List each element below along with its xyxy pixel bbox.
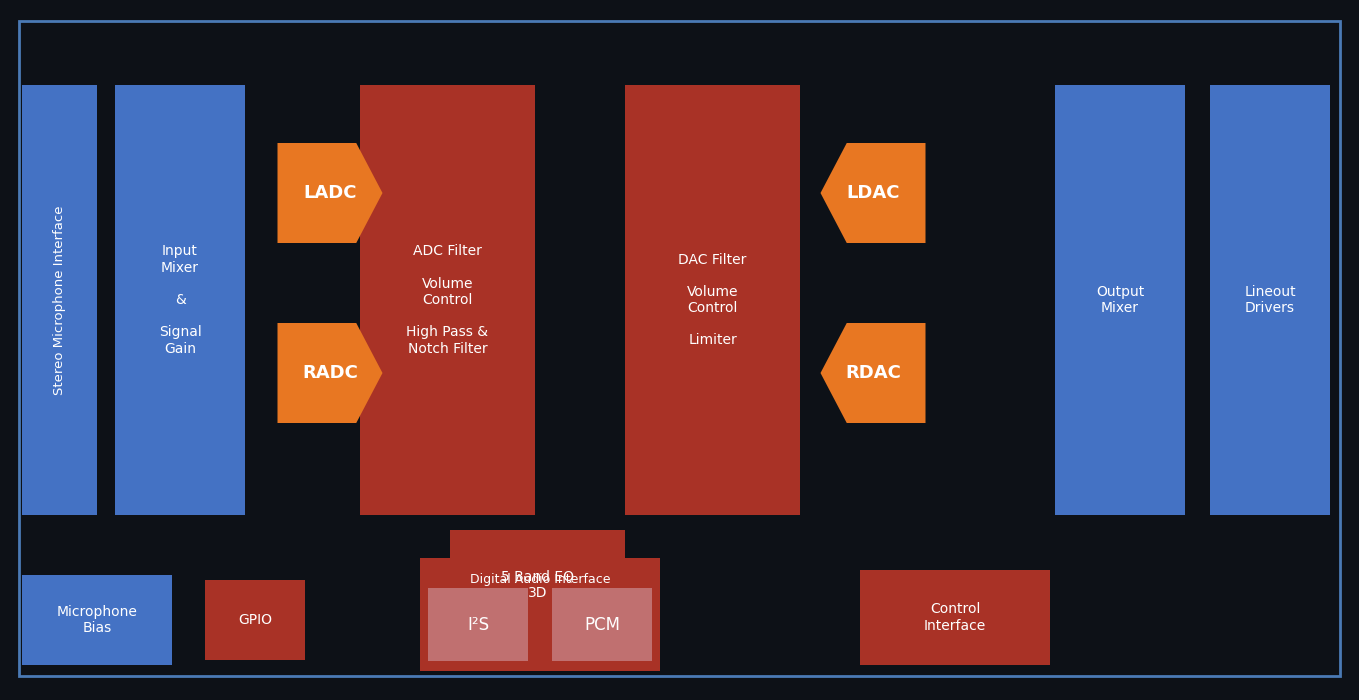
Bar [22,575,173,665]
Text: I²S: I²S [467,615,489,634]
Bar [116,85,245,515]
Text: Microphone
Bias: Microphone Bias [57,605,137,635]
Text: LADC: LADC [303,184,357,202]
Text: RDAC: RDAC [845,364,901,382]
Polygon shape [277,143,382,243]
Text: Input
Mixer

&

Signal
Gain: Input Mixer & Signal Gain [159,244,201,356]
Text: Stereo Microphone Interface: Stereo Microphone Interface [53,205,67,395]
Text: Digital Audio Interface: Digital Audio Interface [470,573,610,586]
Bar [450,530,625,640]
Text: Control
Interface: Control Interface [924,603,987,633]
Bar [428,588,529,661]
Bar [1055,85,1185,515]
Bar [625,85,800,515]
Bar [360,85,535,515]
Bar [860,570,1051,665]
Text: DAC Filter

Volume
Control

Limiter: DAC Filter Volume Control Limiter [678,253,746,347]
Text: 5 Band EQ
3D: 5 Band EQ 3D [501,570,573,600]
Text: PCM: PCM [584,615,620,634]
Polygon shape [821,323,925,423]
Text: LDAC: LDAC [847,184,900,202]
Bar [552,588,652,661]
Polygon shape [821,143,925,243]
Text: RADC: RADC [302,364,357,382]
Text: Output
Mixer: Output Mixer [1095,285,1144,315]
Text: ADC Filter

Volume
Control

High Pass &
Notch Filter: ADC Filter Volume Control High Pass & No… [406,244,488,356]
Text: Lineout
Drivers: Lineout Drivers [1245,285,1296,315]
Text: GPIO: GPIO [238,613,272,627]
Bar [22,85,96,515]
Polygon shape [277,323,382,423]
Bar [420,558,660,671]
Bar [1210,85,1330,515]
Bar [205,580,304,660]
